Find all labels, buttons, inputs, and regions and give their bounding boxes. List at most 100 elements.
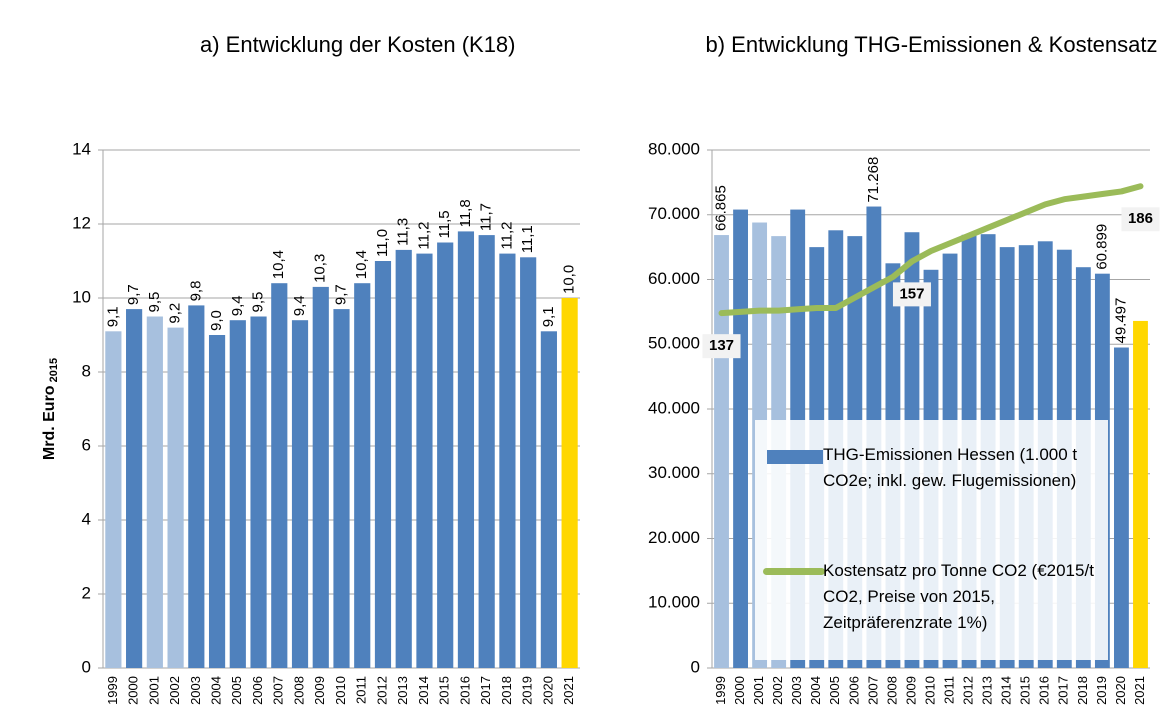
x-tick-label: 2004 <box>209 676 224 705</box>
bar <box>395 249 412 668</box>
x-tick-label: 2007 <box>271 676 286 705</box>
data-label: 9,5 <box>250 292 267 313</box>
data-label: 10,3 <box>312 254 329 283</box>
x-tick-label: 2016 <box>457 676 472 705</box>
x-tick-label: 2019 <box>520 676 535 705</box>
x-tick-label: 2008 <box>291 676 306 705</box>
x-tick-label: 2004 <box>808 676 823 705</box>
data-label: 157 <box>899 285 924 302</box>
y-tick-label: 0 <box>691 657 700 676</box>
data-label: 9,4 <box>291 295 308 316</box>
chart-title: b) Entwicklung THG-Emissionen & Kostensa… <box>705 32 1158 57</box>
data-label: 49.497 <box>1112 298 1129 344</box>
data-label: 9,8 <box>187 281 204 302</box>
bar <box>354 283 371 668</box>
bar <box>416 253 433 668</box>
data-label: 10,4 <box>353 250 370 279</box>
caption: a) Entwicklung der Kosten (K18) b) Entwic… <box>0 14 1166 76</box>
x-tick-label: 2013 <box>980 676 995 705</box>
x-tick-label: 2010 <box>922 676 937 705</box>
x-tick-label: 2003 <box>188 676 203 705</box>
x-tick-label: 2003 <box>789 676 804 705</box>
y-tick-label: 10.000 <box>648 593 700 612</box>
bar <box>312 286 329 668</box>
bar <box>229 320 246 668</box>
bar <box>188 305 205 668</box>
x-tick-label: 2020 <box>1113 676 1128 705</box>
x-tick-label: 2009 <box>903 676 918 705</box>
data-label: 11,0 <box>374 229 391 257</box>
bar <box>540 331 557 668</box>
x-tick-label: 2021 <box>1132 676 1147 705</box>
bar <box>167 327 184 668</box>
x-tick-label: 2011 <box>354 676 369 704</box>
y-axis-label-main: Mrd. Euro <box>41 385 58 460</box>
x-tick-label: 2015 <box>437 676 452 705</box>
x-tick-label: 2021 <box>561 676 576 705</box>
data-label: 11,8 <box>457 199 474 227</box>
x-tick-label: 2011 <box>941 676 956 704</box>
x-tick-label: 2014 <box>416 676 431 705</box>
data-label: 71.268 <box>865 157 882 203</box>
x-tick-label: 2017 <box>478 676 493 705</box>
data-label: 9,5 <box>146 292 163 313</box>
bar <box>733 209 748 668</box>
bar <box>250 316 267 668</box>
data-label: 10,4 <box>270 250 287 279</box>
y-tick-label: 14 <box>72 139 91 158</box>
x-tick-label: 2010 <box>333 676 348 705</box>
bar <box>333 309 350 668</box>
data-label: 11,5 <box>436 210 453 238</box>
legend-swatch <box>767 450 823 464</box>
data-label-bg <box>702 334 741 359</box>
bar <box>1133 320 1148 668</box>
x-tick-label: 1999 <box>713 676 728 705</box>
y-tick-label: 2 <box>82 583 91 602</box>
x-tick-label: 2002 <box>770 676 785 705</box>
legend-swatch <box>763 568 825 575</box>
x-tick-label: 2015 <box>1018 676 1033 705</box>
y-tick-label: 6 <box>82 435 91 454</box>
data-label-bg <box>892 282 931 307</box>
data-label: 9,1 <box>104 306 121 327</box>
legend-entry: THG-Emissionen Hessen (1.000 t CO2e; ink… <box>823 445 1078 490</box>
bar <box>271 283 288 668</box>
data-label: 9,7 <box>332 284 349 305</box>
x-tick-label: 2000 <box>732 676 747 705</box>
data-label: 9,4 <box>229 295 246 316</box>
x-tick-label: 2009 <box>312 676 327 705</box>
bar <box>374 261 392 668</box>
bar <box>437 242 454 668</box>
bar <box>520 257 537 668</box>
x-tick-label: 1999 <box>105 676 120 705</box>
y-tick-label: 0 <box>82 657 91 676</box>
y-tick-label: 12 <box>72 213 91 232</box>
x-tick-label: 2005 <box>827 676 842 705</box>
data-label: 60.899 <box>1093 224 1110 270</box>
y-tick-label: 4 <box>82 509 91 528</box>
x-tick-label: 2005 <box>229 676 244 705</box>
bar <box>478 235 495 668</box>
x-tick-label: 2012 <box>374 676 389 705</box>
x-tick-label: 2017 <box>1056 676 1071 705</box>
y-tick-label: 8 <box>82 361 91 380</box>
bar <box>1114 347 1129 668</box>
line <box>718 183 1144 317</box>
x-tick-label: 2002 <box>167 676 182 705</box>
bar <box>714 235 729 668</box>
x-tick-label: 2018 <box>499 676 514 705</box>
bar <box>457 231 475 668</box>
x-tick-label: 2001 <box>751 676 766 705</box>
x-tick-label: 2013 <box>395 676 410 705</box>
x-tick-label: 2000 <box>126 676 141 705</box>
data-label: 66.865 <box>712 185 729 231</box>
y-tick-label: 20.000 <box>648 528 700 547</box>
data-label: 9,1 <box>540 306 557 327</box>
data-label: 137 <box>709 337 734 354</box>
y-tick-label: 40.000 <box>648 398 700 417</box>
legend: THG-Emissionen Hessen (1.000 t CO2e; ink… <box>755 420 1108 660</box>
x-tick-label: 2016 <box>1037 676 1052 705</box>
data-label: 9,0 <box>208 310 225 331</box>
bar <box>105 331 122 668</box>
y-axis-label: Mrd. Euro 2015 <box>41 358 60 460</box>
